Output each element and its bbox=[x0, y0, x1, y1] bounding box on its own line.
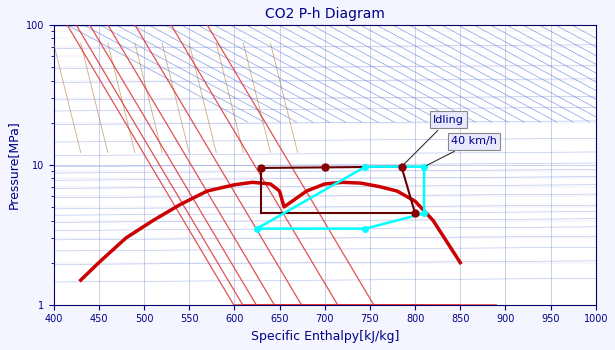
X-axis label: Specific Enthalpy[kJ/kg]: Specific Enthalpy[kJ/kg] bbox=[250, 330, 399, 343]
Text: Idling: Idling bbox=[403, 115, 464, 165]
Text: 40 km/h: 40 km/h bbox=[427, 136, 497, 166]
Y-axis label: Pressure[MPa]: Pressure[MPa] bbox=[7, 120, 20, 209]
Title: CO2 P-h Diagram: CO2 P-h Diagram bbox=[265, 7, 384, 21]
